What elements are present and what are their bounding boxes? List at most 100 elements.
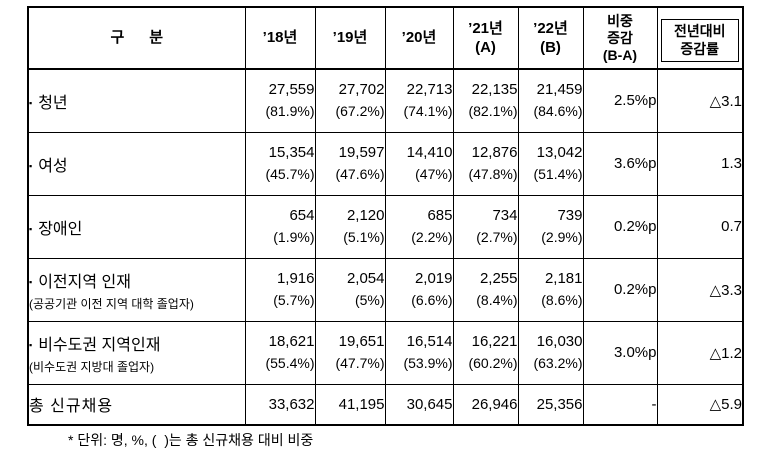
value-share: (2.9%)	[541, 229, 583, 245]
value-count: 739	[557, 207, 583, 224]
row-category: ▪ 장애인	[27, 194, 246, 259]
yoy-head-line2: 증감률	[680, 41, 720, 57]
value-count: 2,181	[544, 270, 583, 287]
data-cell: 2,019 (6.6%)	[384, 257, 454, 322]
value-count: 12,876	[471, 144, 518, 161]
value-share: (1.9%)	[273, 229, 315, 245]
yoy-cell: 0.7	[656, 194, 744, 259]
value-share: (8.4%)	[476, 292, 518, 308]
table-row-youth: ▪ 청년 27,559 (81.9%) 27,702 (67.2%) 22,713…	[27, 68, 744, 133]
share-head-line2: 증감	[607, 29, 633, 46]
data-cell: 22,135 (82.1%)	[452, 68, 519, 133]
table-row-women: ▪ 여성 15,354 (45.7%) 19,597 (47.6%) 14,410…	[27, 131, 744, 196]
row-category: ▪ 여성	[27, 131, 246, 196]
footnote: * 단위: 명, %, ( )는 총 신규채용 대비 비중	[68, 432, 314, 448]
value-count: 16,030	[536, 333, 583, 350]
value-share: (5.1%)	[343, 229, 385, 245]
category-label: 비수도권 지역인재	[38, 336, 161, 354]
value-share: (47.8%)	[468, 166, 518, 182]
value-count: 16,514	[406, 333, 453, 350]
value-count: 22,713	[406, 81, 453, 99]
table-row-disabled: ▪ 장애인 654 (1.9%) 2,120 (5.1%) 685 (2.2%) …	[27, 194, 744, 259]
value-count: 22,135	[471, 81, 518, 99]
category-label: 장애인	[38, 220, 83, 238]
value-share: (5%)	[354, 292, 385, 308]
value-share: (55.4%)	[265, 355, 315, 371]
value-share: (63.2%)	[533, 355, 583, 371]
col-header-yoy: 전년대비 증감률	[656, 6, 744, 70]
data-cell: 734 (2.7%)	[452, 194, 519, 259]
yoy-head-line1: 전년대비	[673, 23, 726, 39]
value-count: 15,354	[268, 144, 315, 161]
total-cell: 30,645	[384, 383, 454, 426]
value-count: 27,559	[268, 81, 315, 99]
header-row: 구 분 ’18년 ’19년 ’20년 ’21년 (A) ’22년 (B) 비중 …	[27, 6, 744, 70]
bullet-icon: ▪	[29, 223, 33, 234]
value-share: (47.7%)	[335, 355, 385, 371]
col-header-2022b-mark: (B)	[540, 39, 561, 56]
value-share: (51.4%)	[533, 166, 583, 182]
data-cell: 27,559 (81.9%)	[244, 68, 316, 133]
category-sublabel: (비수도권 지방대 졸업자)	[29, 359, 155, 374]
value-share: (82.1%)	[468, 103, 518, 120]
data-cell: 2,054 (5%)	[314, 257, 386, 322]
category-label: 이전지역 인재	[38, 273, 131, 291]
value-share: (74.1%)	[403, 103, 453, 120]
col-header-share-change: 비중 증감 (B-A)	[582, 6, 658, 70]
total-cell: 26,946	[452, 383, 519, 426]
category-sublabel: (공공기관 이전 지역 대학 졸업자)	[29, 296, 194, 311]
share-head-line3: (B-A)	[602, 46, 638, 63]
value-count: 2,120	[346, 207, 385, 224]
col-header-category: 구 분	[27, 6, 246, 70]
col-header-2021a: ’21년 (A)	[452, 6, 519, 70]
value-share: (84.6%)	[533, 103, 583, 120]
share-head-line1: 비중	[607, 12, 633, 29]
data-cell: 19,597 (47.6%)	[314, 131, 386, 196]
col-header-2021a-year: ’21년	[468, 19, 503, 37]
value-share: (2.2%)	[411, 229, 453, 245]
total-yoy-cell: △5.9	[656, 383, 744, 426]
data-cell: 12,876 (47.8%)	[452, 131, 519, 196]
value-share: (2.7%)	[476, 229, 518, 245]
value-share: (81.9%)	[265, 103, 315, 120]
yoy-cell: 1.3	[656, 131, 744, 196]
data-cell: 21,459 (84.6%)	[517, 68, 584, 133]
data-cell: 685 (2.2%)	[384, 194, 454, 259]
data-cell: 14,410 (47%)	[384, 131, 454, 196]
col-header-2022b-year: ’22년	[533, 19, 568, 37]
data-cell: 2,120 (5.1%)	[314, 194, 386, 259]
value-share: (47%)	[415, 166, 453, 182]
value-count: 2,019	[414, 270, 453, 287]
value-share: (45.7%)	[265, 166, 315, 182]
table-row-nonmetropolitan: ▪ 비수도권 지역인재 (비수도권 지방대 졸업자) 18,621 (55.4%)…	[27, 320, 744, 385]
value-count: 16,221	[471, 333, 518, 350]
value-count: 19,597	[338, 144, 385, 161]
value-count: 2,255	[479, 270, 518, 287]
value-count: 685	[427, 207, 453, 224]
stat-table: 구 분 ’18년 ’19년 ’20년 ’21년 (A) ’22년 (B) 비중 …	[27, 6, 744, 426]
row-category: ▪ 이전지역 인재 (공공기관 이전 지역 대학 졸업자)	[27, 257, 246, 322]
bullet-icon: ▪	[29, 97, 33, 108]
data-cell: 16,514 (53.9%)	[384, 320, 454, 385]
share-change-cell: 2.5%p	[582, 68, 658, 133]
data-cell: 739 (2.9%)	[517, 194, 584, 259]
data-cell: 16,221 (60.2%)	[452, 320, 519, 385]
col-header-2020: ’20년	[384, 6, 454, 70]
data-cell: 13,042 (51.4%)	[517, 131, 584, 196]
row-category: ▪ 비수도권 지역인재 (비수도권 지방대 졸업자)	[27, 320, 246, 385]
bullet-icon: ▪	[29, 276, 33, 287]
data-cell: 654 (1.9%)	[244, 194, 316, 259]
value-count: 13,042	[536, 144, 583, 161]
total-row: 총 신규채용 33,632 41,195 30,645 26,946 25,35…	[27, 383, 744, 426]
value-count: 654	[289, 207, 315, 224]
data-cell: 18,621 (55.4%)	[244, 320, 316, 385]
value-share: (53.9%)	[403, 355, 453, 371]
value-share: (6.6%)	[411, 292, 453, 308]
value-share: (67.2%)	[335, 103, 385, 120]
col-header-2022b: ’22년 (B)	[517, 6, 584, 70]
yoy-cell: △3.3	[656, 257, 744, 322]
data-cell: 19,651 (47.7%)	[314, 320, 386, 385]
data-cell: 22,713 (74.1%)	[384, 68, 454, 133]
data-cell: 2,255 (8.4%)	[452, 257, 519, 322]
